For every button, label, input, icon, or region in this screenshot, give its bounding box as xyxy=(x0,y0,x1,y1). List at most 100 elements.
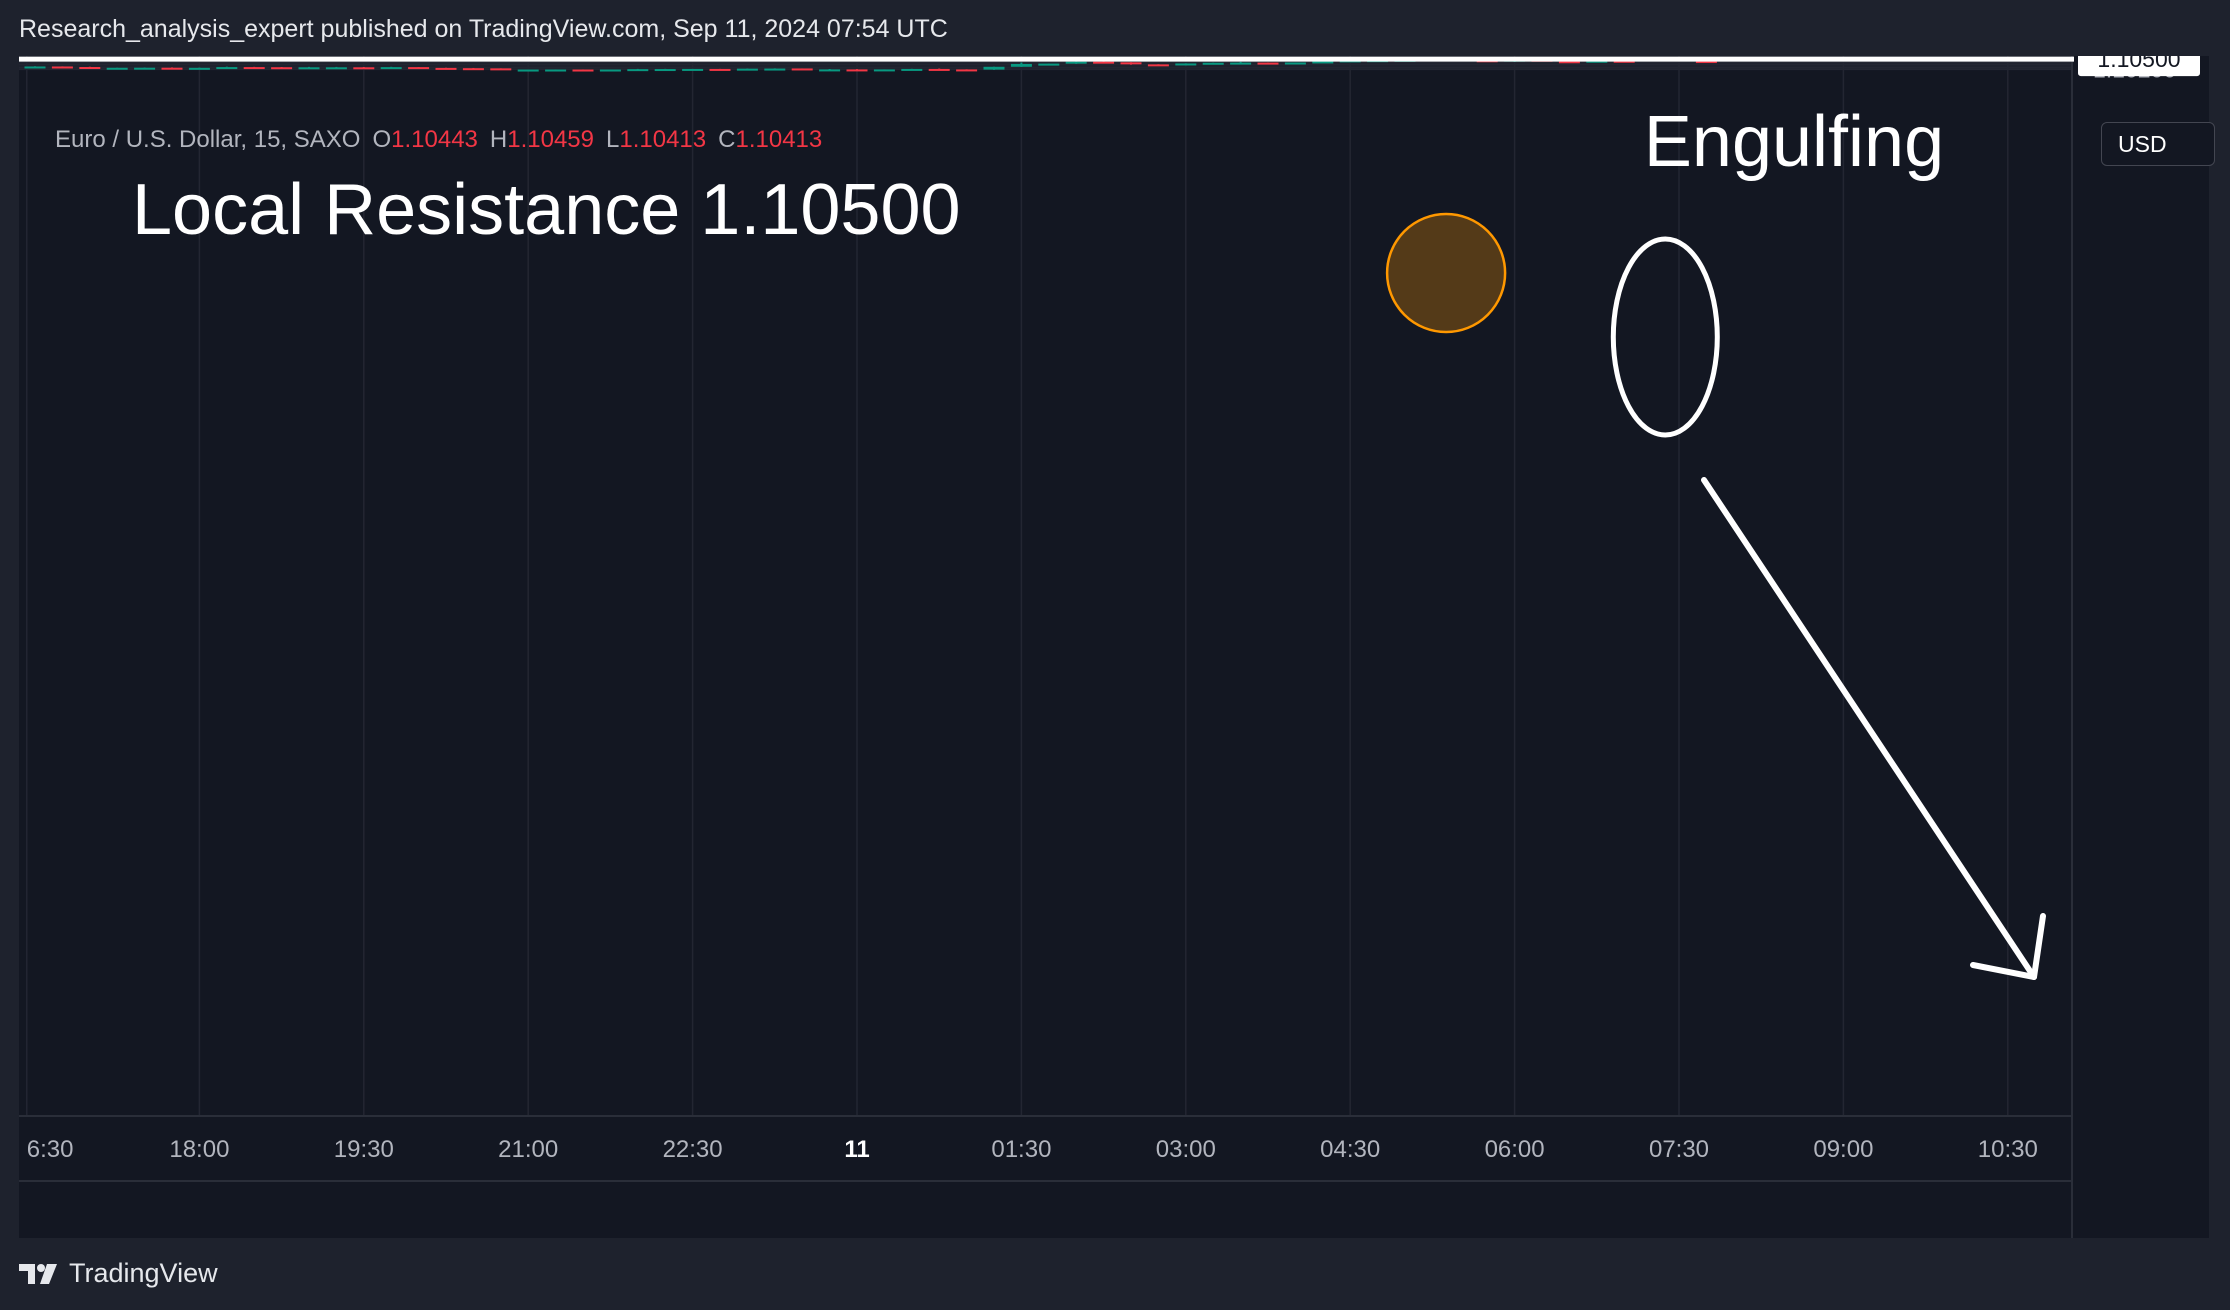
candle-body xyxy=(79,67,101,70)
open-value: 1.10443 xyxy=(391,126,478,153)
price-scale-bg xyxy=(2072,56,2209,1238)
candle-body xyxy=(983,66,1005,70)
candle-body xyxy=(1065,61,1087,64)
candle-body xyxy=(435,67,457,70)
candle-body xyxy=(901,68,923,71)
candle xyxy=(271,67,293,70)
x-tick-label: 09:00 xyxy=(1813,1136,1873,1163)
candle-body xyxy=(599,69,621,72)
close-value: 1.10413 xyxy=(735,126,823,153)
tradingview-brand[interactable]: TradingView xyxy=(19,1258,218,1289)
candle-body xyxy=(161,67,183,70)
candle-body xyxy=(1586,60,1608,63)
x-tick-label: 04:30 xyxy=(1320,1136,1380,1163)
candle-body xyxy=(325,67,347,70)
candle-body xyxy=(1257,62,1279,65)
candle-body xyxy=(1558,61,1580,64)
high-label: H xyxy=(489,126,508,153)
symbol-legend: Euro / U.S. Dollar, 15, SAXO O1.10443 H1.1… xyxy=(55,126,822,154)
candle xyxy=(1147,64,1169,67)
x-tick-label: 06:00 xyxy=(1485,1136,1545,1163)
candle xyxy=(1202,62,1224,65)
candle-body xyxy=(1284,62,1306,65)
x-tick-label: 6:30 xyxy=(27,1136,74,1163)
resistance-price-tag-text: 1.10500 xyxy=(2097,56,2180,72)
symbol-name: Euro / U.S. Dollar, 15, SAXO xyxy=(55,126,361,153)
candle-body xyxy=(353,67,375,70)
candle-body xyxy=(216,67,238,70)
candle xyxy=(298,66,320,70)
candle xyxy=(627,68,649,72)
tradingview-brand-text: TradingView xyxy=(69,1258,218,1288)
chart-frame[interactable]: 1.105501.104501.104001.103501.103001.102… xyxy=(19,56,2215,1238)
x-tick-label: 18:00 xyxy=(169,1136,229,1163)
candle-body xyxy=(627,69,649,72)
candle xyxy=(599,69,621,72)
engulfing-label: Engulfing xyxy=(1644,102,1944,182)
candle xyxy=(325,66,347,70)
down-arrow-head xyxy=(1970,913,2046,980)
currency-button[interactable]: USD xyxy=(2101,122,2215,166)
highlight-circle xyxy=(1385,212,1507,334)
top-bar: Research_analysis_expert published on Tr… xyxy=(0,0,2230,60)
candle-body xyxy=(24,66,46,69)
candle-body xyxy=(709,68,731,71)
candle-body xyxy=(764,68,786,71)
candle-body xyxy=(819,69,841,72)
tradingview-logo-icon xyxy=(19,1263,57,1284)
candle-body xyxy=(1120,62,1142,65)
candle-body xyxy=(1230,62,1252,65)
candle xyxy=(435,67,457,70)
candle xyxy=(928,68,950,71)
candle xyxy=(1284,62,1306,65)
candle xyxy=(243,66,265,70)
candle-body xyxy=(1695,61,1717,64)
candle-body xyxy=(1613,60,1635,63)
resistance-price-tag-bg xyxy=(2078,56,2200,77)
candle-body xyxy=(1175,63,1197,66)
candle xyxy=(736,68,758,71)
candle xyxy=(1093,61,1115,64)
candle xyxy=(1175,63,1197,66)
candle xyxy=(572,69,594,72)
candle-body xyxy=(517,69,539,72)
candle-body xyxy=(1147,64,1169,67)
candle-body xyxy=(682,68,704,71)
candle xyxy=(654,68,676,72)
candle-body xyxy=(791,68,813,71)
x-tick-label: 22:30 xyxy=(663,1136,723,1163)
candle-body xyxy=(134,67,156,70)
candle xyxy=(1120,62,1142,65)
candle-body xyxy=(1010,63,1032,67)
candle xyxy=(901,68,923,71)
candle-body xyxy=(928,68,950,71)
candle xyxy=(709,68,731,71)
candle xyxy=(380,66,402,70)
candle xyxy=(188,67,210,70)
candle-body xyxy=(106,67,128,70)
candle xyxy=(462,67,484,71)
candle xyxy=(983,66,1005,70)
candle xyxy=(819,69,841,72)
candle-body xyxy=(243,67,265,70)
candle-body xyxy=(1202,62,1224,65)
candle-body xyxy=(298,67,320,70)
candle xyxy=(51,66,73,69)
candle-body xyxy=(462,68,484,71)
x-axis-ticks: 6:30 18:00 19:30 21:00 22:30 11 01:30 03:00 04:3… xyxy=(27,1136,2038,1163)
candle-body xyxy=(545,69,567,72)
candle xyxy=(846,69,868,72)
candle-body xyxy=(271,67,293,70)
candle-body xyxy=(846,69,868,72)
candle xyxy=(764,68,786,71)
candle xyxy=(24,66,46,69)
price-chart[interactable]: 1.105501.104501.104001.103501.103001.102… xyxy=(19,56,2209,1238)
down-arrow-shaft xyxy=(1701,477,2037,980)
candle-body xyxy=(408,67,430,70)
resistance-label: Local Resistance 1.10500 xyxy=(132,170,961,250)
candle xyxy=(490,68,512,71)
candle xyxy=(682,68,704,71)
candle xyxy=(791,68,813,71)
engulfing-ellipse xyxy=(1610,236,1720,438)
candle xyxy=(106,67,128,70)
